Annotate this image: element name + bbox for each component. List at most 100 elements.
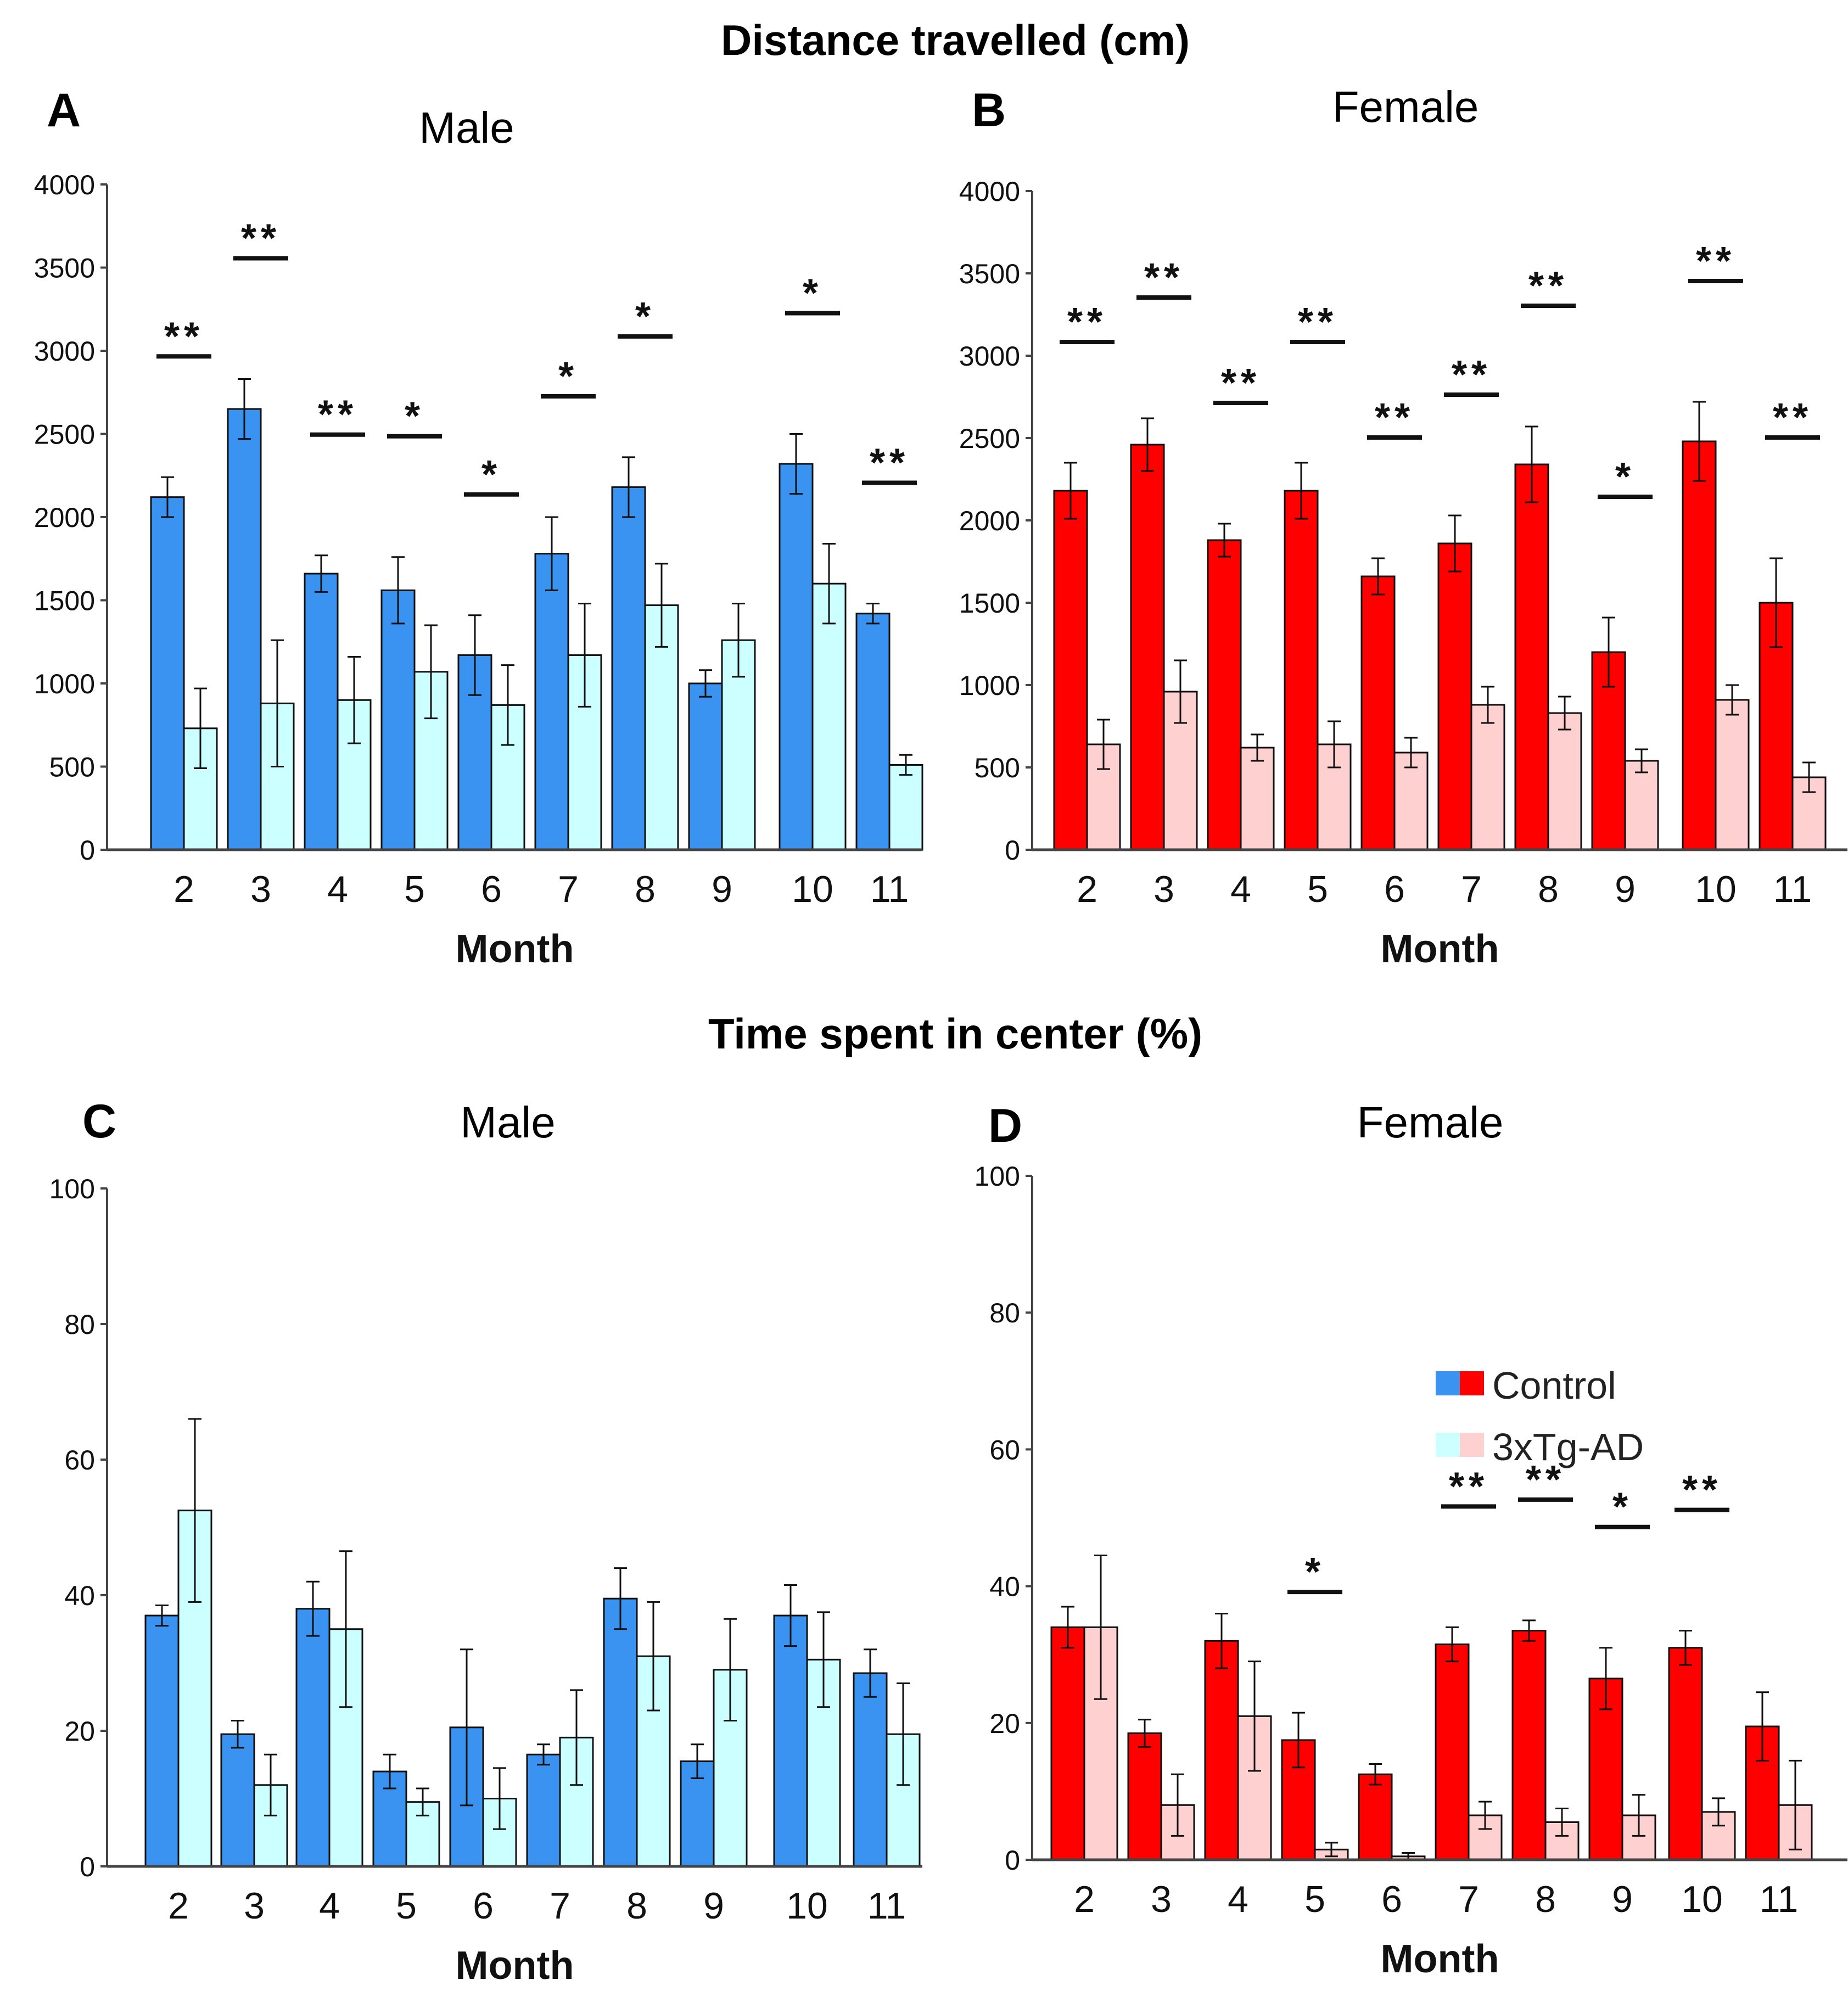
bar-control — [603, 1597, 638, 1867]
significance-stars: ** — [1067, 300, 1107, 344]
y-tick-label: 2500 — [959, 423, 1020, 454]
y-tick-label: 80 — [64, 1309, 95, 1340]
y-tick-label: 100 — [49, 1174, 95, 1204]
panel-c: C Male 0 20 40 60 80 100 2 3 4 5 6 7 8 9 10 11 Month — [49, 1095, 922, 1988]
panel-a-title: Male — [419, 103, 514, 152]
bar-control — [1511, 1630, 1547, 1861]
y-tick-label: 2000 — [34, 502, 95, 533]
x-tick-label: 9 — [1615, 868, 1636, 910]
bar-control — [853, 1672, 888, 1867]
x-tick-label: 5 — [396, 1885, 417, 1927]
x-tick-label: 7 — [1461, 868, 1482, 910]
significance-stars: ** — [1696, 239, 1735, 283]
x-tick-label: 4 — [1228, 1878, 1248, 1920]
significance-stars: * — [1305, 1550, 1325, 1594]
significance-stars: ** — [1144, 256, 1184, 300]
y-tick-label: 2000 — [959, 506, 1020, 536]
bar-control — [1284, 490, 1319, 851]
bar-3xtg — [1240, 747, 1275, 851]
bar-control — [855, 613, 891, 851]
x-tick-label: 11 — [867, 1885, 906, 1927]
y-tick-label: 4000 — [959, 176, 1020, 207]
legend-tg-swatch-female — [1460, 1433, 1484, 1457]
x-tick-label: 2 — [173, 868, 194, 910]
bar-control — [1207, 539, 1242, 851]
x-tick-label: 6 — [473, 1885, 494, 1927]
y-tick-label: 500 — [49, 752, 95, 783]
y-tick-label: 0 — [1005, 1845, 1020, 1876]
x-tick-label: 6 — [1381, 1878, 1402, 1920]
panel-d-plot: 0 20 40 60 80 100 2 3 4 * 5 6 ** 7 ** 8 * 9 ** 10 11 Month — [975, 1161, 1847, 1981]
legend-tg-swatch-male — [1436, 1433, 1460, 1457]
panel-letter-d: D — [988, 1100, 1022, 1152]
significance-stars: ** — [1452, 353, 1491, 397]
panel-a: A Male 0 500 1000 1500 2000 2500 3000 3500 4000 *… — [34, 84, 923, 971]
bar-control — [304, 573, 339, 851]
bar-control — [1050, 1626, 1085, 1861]
bar-control — [227, 408, 262, 851]
y-tick-label: 3000 — [34, 336, 95, 367]
y-tick-label: 80 — [989, 1298, 1020, 1328]
y-tick-label: 0 — [80, 1852, 95, 1882]
bar-control — [688, 682, 723, 851]
x-tick-label: 8 — [626, 1885, 647, 1927]
x-tick-label: 9 — [712, 868, 732, 910]
panel-b: B Female 0 500 1000 1500 2000 2500 3000 3500 400… — [959, 82, 1847, 971]
bar-3xtg — [888, 764, 923, 851]
significance-stars: * — [803, 272, 822, 316]
x-tick-label: 10 — [792, 868, 833, 910]
bar-control — [680, 1760, 715, 1867]
bar-3xtg — [183, 727, 218, 851]
x-tick-label: 10 — [786, 1885, 828, 1927]
bar-3xtg — [1624, 760, 1659, 851]
y-tick-label: 3500 — [959, 259, 1020, 289]
bar-control — [611, 486, 646, 851]
bar-control — [144, 1614, 180, 1867]
legend-control-label: Control — [1492, 1364, 1616, 1407]
x-tick-label: 4 — [327, 868, 348, 910]
x-tick-label: 7 — [550, 1885, 570, 1927]
x-tick-label: 8 — [1535, 1878, 1556, 1920]
row-title-distance: Distance travelled (cm) — [721, 16, 1190, 64]
significance-stars: * — [635, 295, 655, 339]
significance-stars: ** — [1298, 300, 1337, 344]
bar-control — [1130, 444, 1165, 851]
y-tick-label: 100 — [975, 1161, 1020, 1192]
y-tick-label: 0 — [80, 835, 95, 866]
bar-control — [1053, 490, 1088, 851]
x-tick-label: 6 — [481, 868, 502, 910]
significance-stars: ** — [1221, 361, 1261, 405]
bar-control — [380, 589, 416, 851]
panel-b-title: Female — [1332, 82, 1479, 131]
x-tick-label: 8 — [1538, 868, 1559, 910]
significance-stars: ** — [1682, 1468, 1722, 1512]
significance-stars: ** — [1528, 264, 1568, 308]
x-axis-label: Month — [1381, 927, 1499, 971]
bar-control — [1204, 1640, 1239, 1861]
panel-letter-c: C — [82, 1095, 116, 1148]
x-tick-label: 11 — [1773, 868, 1812, 910]
y-tick-label: 1500 — [34, 586, 95, 616]
significance-stars: ** — [1773, 396, 1812, 440]
bar-control — [773, 1614, 808, 1867]
legend-control-swatch-female — [1460, 1371, 1484, 1395]
y-tick-label: 60 — [64, 1445, 95, 1476]
bar-control — [526, 1753, 561, 1867]
y-tick-label: 1000 — [959, 670, 1020, 701]
y-tick-label: 3500 — [34, 253, 95, 284]
significance-stars: ** — [870, 441, 909, 485]
y-tick-label: 60 — [989, 1434, 1020, 1465]
y-tick-label: 1500 — [959, 588, 1020, 619]
y-tick-label: 20 — [64, 1716, 95, 1747]
y-tick-label: 4000 — [34, 170, 95, 200]
significance-stars: ** — [1526, 1458, 1565, 1502]
legend-tg-label: 3xTg-AD — [1492, 1426, 1644, 1468]
x-axis-label: Month — [1381, 1937, 1499, 1981]
legend-control-swatch-male — [1436, 1371, 1460, 1395]
y-tick-label: 1000 — [34, 669, 95, 699]
x-tick-label: 3 — [244, 1885, 265, 1927]
x-tick-label: 10 — [1695, 868, 1737, 910]
x-tick-label: 3 — [1151, 1878, 1172, 1920]
bar-control — [779, 463, 814, 851]
x-axis-label: Month — [456, 1944, 574, 1988]
